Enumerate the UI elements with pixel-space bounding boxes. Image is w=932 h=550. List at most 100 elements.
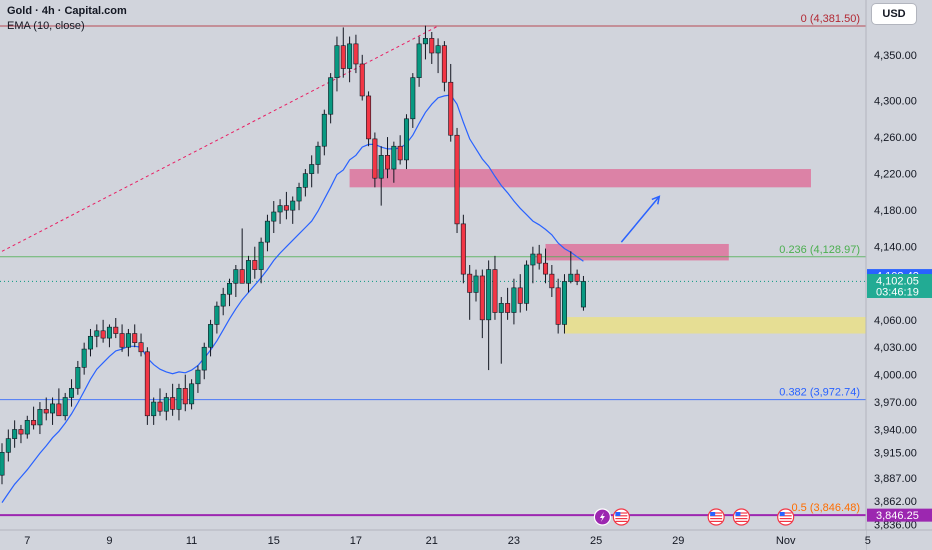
candle-body	[460, 223, 466, 275]
x-tick-label: 15	[268, 535, 280, 547]
candle	[119, 324, 125, 352]
candle-body	[227, 282, 233, 295]
candle	[448, 63, 454, 142]
horizontal-line-price-label-bg	[867, 508, 932, 522]
candle-body	[441, 45, 447, 83]
x-tick-label: 17	[350, 535, 362, 547]
candle-body	[182, 388, 188, 405]
flag-bg	[732, 508, 751, 526]
candle-body	[100, 330, 106, 339]
candle	[410, 73, 416, 128]
candle	[87, 328, 93, 357]
flag-icon[interactable]	[612, 508, 630, 526]
candle-body	[309, 164, 315, 174]
candle	[195, 365, 201, 393]
candle	[18, 424, 24, 444]
candle-body	[125, 333, 131, 348]
candle-body	[75, 367, 81, 389]
candle-body	[170, 397, 176, 410]
candle-body	[328, 77, 334, 115]
y-tick-label: 4,030.00	[874, 342, 917, 354]
candle-body	[315, 145, 321, 165]
x-tick-label: 29	[672, 535, 684, 547]
candle-body	[31, 420, 37, 426]
candle	[574, 269, 580, 286]
candle	[62, 392, 68, 421]
candle	[220, 287, 226, 316]
candle	[258, 237, 264, 284]
flag-icon[interactable]	[777, 508, 795, 526]
candle	[50, 397, 56, 425]
candle	[353, 34, 359, 74]
candle	[69, 379, 75, 407]
candle-body	[220, 293, 226, 307]
candle-body	[429, 38, 435, 54]
candle	[106, 324, 112, 348]
current-price-label-countdown: 03:46:19	[876, 286, 919, 298]
lightning-glyph	[599, 512, 605, 522]
candle-body	[555, 287, 561, 325]
candle	[227, 278, 233, 307]
candle	[543, 248, 549, 284]
candle-body	[486, 269, 492, 321]
y-tick-label: 3,915.00	[874, 447, 917, 459]
upper-supply-zone	[349, 169, 811, 188]
candle-body	[138, 342, 144, 353]
candle-body	[245, 260, 251, 284]
horizontal-line-price-label: 3,846.25	[876, 510, 919, 522]
flag-icon[interactable]	[707, 508, 725, 526]
candle-body	[359, 63, 365, 97]
candle-body	[524, 264, 530, 304]
candle-body	[385, 155, 391, 170]
fib-label-0.382: 0.382 (3,972.74)	[779, 387, 860, 399]
candle	[568, 251, 574, 284]
y-tick-label: 3,940.00	[874, 424, 917, 436]
y-tick-label: 4,060.00	[874, 315, 917, 327]
candle-body	[473, 275, 479, 293]
up-arrow-line	[620, 195, 660, 243]
y-tick-label: 4,260.00	[874, 132, 917, 144]
candle-body	[397, 145, 403, 161]
candle-body	[505, 303, 511, 313]
candle-body	[69, 388, 75, 398]
candle-body	[151, 401, 157, 417]
candle-body	[271, 211, 277, 222]
candle	[138, 333, 144, 357]
candle	[0, 443, 5, 485]
candle-body	[201, 346, 207, 371]
demand-zone	[564, 317, 925, 334]
candle	[473, 269, 479, 302]
candle-body	[252, 260, 258, 270]
y-tick-label: 3,887.00	[874, 473, 917, 485]
candle	[81, 342, 87, 375]
candle	[75, 360, 81, 395]
candle	[435, 38, 441, 74]
y-tick-label: 4,180.00	[874, 205, 917, 217]
candle	[132, 324, 138, 348]
candle-body	[435, 45, 441, 54]
trendline	[1, 25, 439, 252]
candle	[290, 196, 296, 224]
candle	[201, 342, 207, 380]
candle	[536, 244, 542, 270]
candle	[467, 265, 473, 320]
candle	[271, 201, 277, 234]
candle	[429, 31, 435, 64]
candle-body	[163, 397, 169, 412]
up-arrow-head	[651, 195, 661, 205]
candle	[422, 25, 428, 60]
y-tick-label: 4,350.00	[874, 50, 917, 62]
lightning-icon[interactable]	[593, 508, 612, 526]
candle-body	[340, 45, 346, 69]
candle-body	[264, 220, 270, 243]
candle-body	[479, 275, 485, 321]
candle	[302, 169, 308, 197]
flag-icon[interactable]	[732, 508, 751, 526]
currency-button[interactable]: USD	[872, 4, 916, 24]
candle	[264, 214, 270, 252]
candle-body	[334, 45, 340, 78]
candle-body	[410, 77, 416, 120]
candle	[334, 36, 340, 92]
